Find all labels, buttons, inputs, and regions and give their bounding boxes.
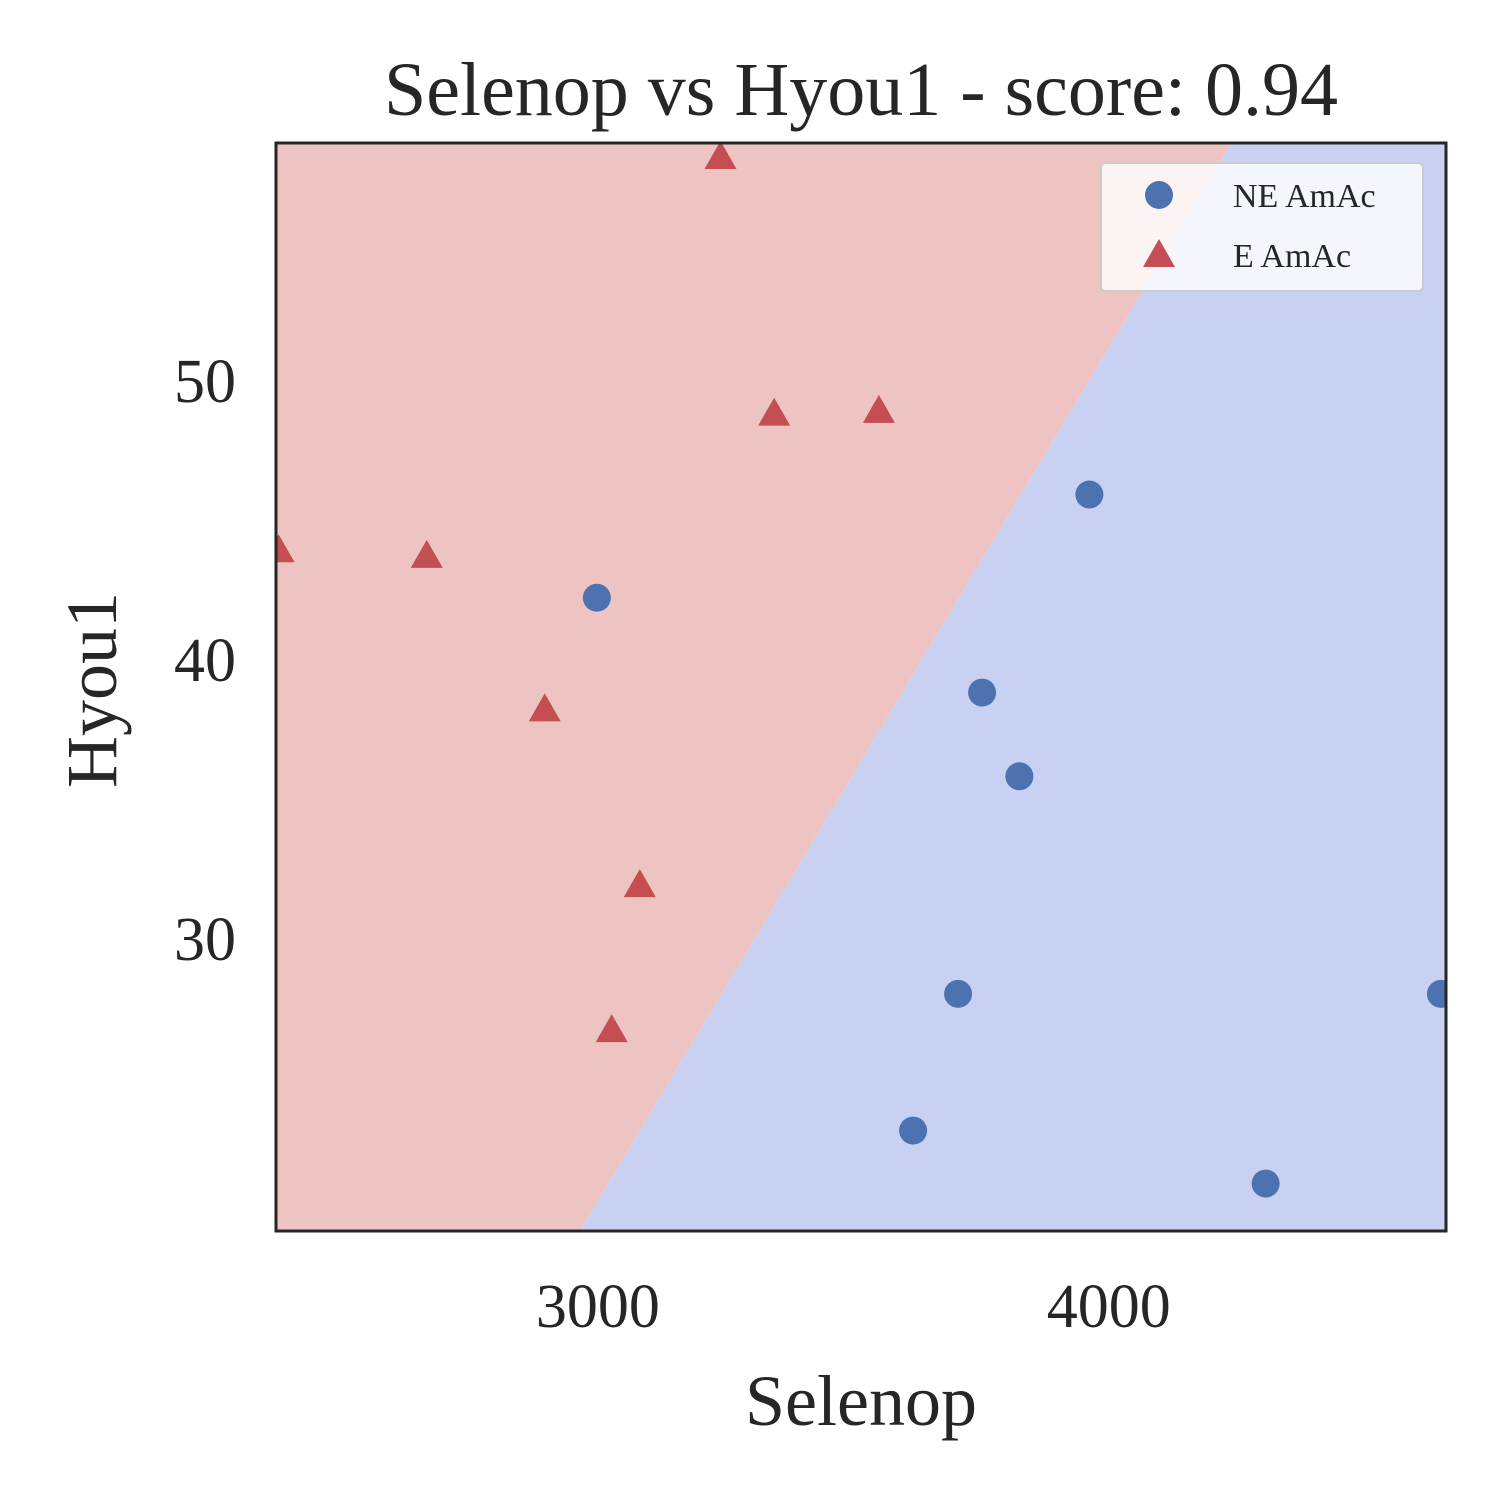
ne-amac-point-0 [582,583,611,612]
legend-label-ne: NE AmAc [1233,178,1376,215]
y-axis-label: Hyou1 [52,592,132,788]
ne-amac-point-7 [1426,979,1446,1008]
legend-marker-e [1143,239,1175,267]
e-amac-point-3 [276,534,295,563]
legend-marker-ne [1145,181,1173,209]
ne-amac-point-6 [1251,1169,1280,1198]
y-tick-label: 50 [174,348,236,416]
legend: NE AmAc E AmAc [1100,162,1424,292]
legend-label-e: E AmAc [1233,238,1351,275]
plot-area [276,143,1446,1231]
legend-box [1100,162,1424,292]
ne-amac-point-1 [1075,480,1104,509]
chart-title: Selenop vs Hyou1 - score: 0.94 [384,48,1338,132]
y-tick-label: 40 [174,627,236,695]
y-tick-label: 30 [174,906,236,974]
e-amac-point-5 [528,693,561,722]
ne-amac-point-2 [968,678,997,707]
y-axis-ticks: 30 40 50 [174,348,236,974]
ne-amac-point-4 [944,979,973,1008]
e-amac-point-0 [704,143,737,169]
decision-region-e [276,143,1232,1231]
e-amac-point-7 [595,1014,628,1043]
ne-amac-point-3 [1005,762,1034,791]
x-tick-label: 4000 [1047,1273,1171,1341]
e-amac-point-6 [623,869,656,898]
plot-frame [274,141,1448,1233]
x-axis-label: Selenop [745,1361,977,1441]
e-amac-point-2 [862,394,895,423]
ne-amac-point-5 [899,1116,928,1145]
e-amac-point-4 [410,539,443,568]
decision-region-ne [579,143,1446,1231]
e-amac-point-1 [758,397,791,426]
x-tick-label: 3000 [536,1273,660,1341]
x-axis-ticks: 3000 4000 [536,1273,1171,1341]
data-points [276,143,1446,1198]
